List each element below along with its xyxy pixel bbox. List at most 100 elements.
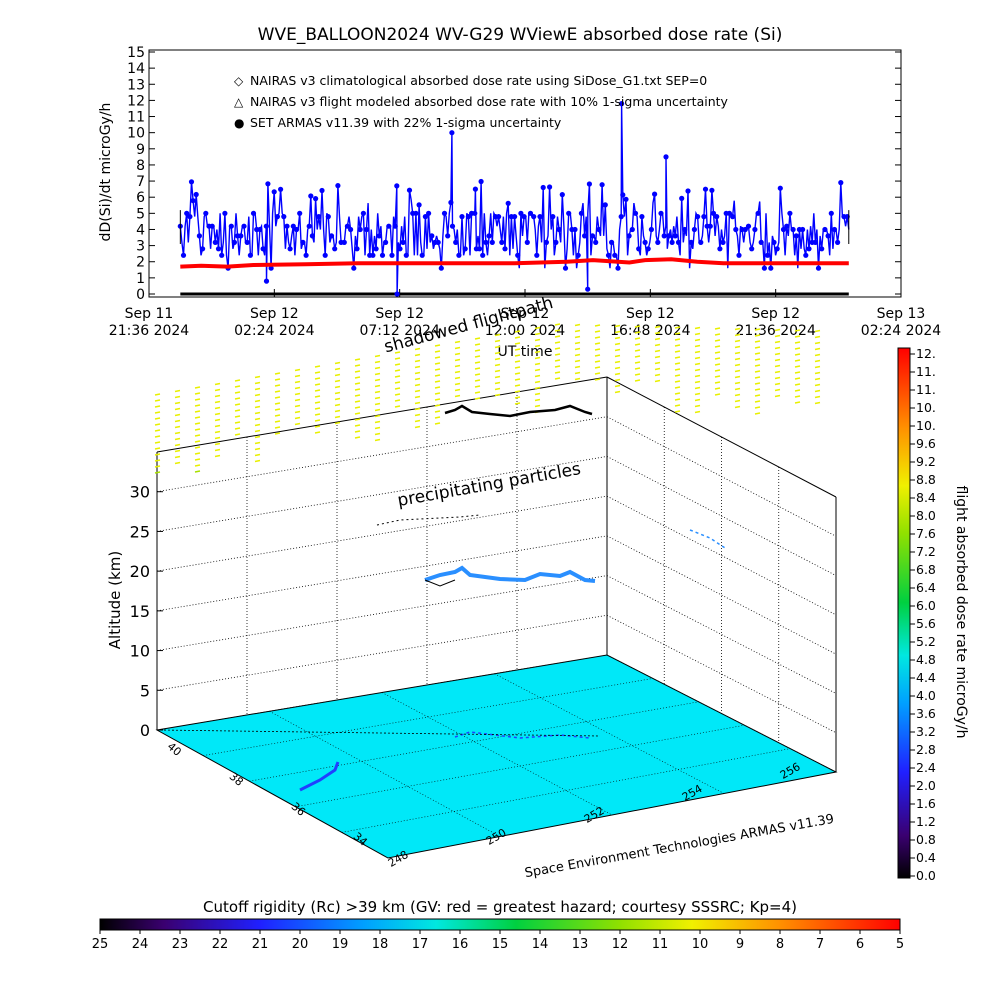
particle-dash — [374, 390, 381, 394]
particle-dash — [454, 394, 461, 398]
particle-dash — [354, 370, 361, 373]
particle-dash — [434, 374, 441, 377]
particle-dash — [674, 368, 681, 371]
bottom-colorbar-tick-label: 8 — [776, 937, 784, 952]
particle-dash — [454, 388, 461, 392]
particle-dash — [254, 381, 261, 385]
particle-dash — [174, 425, 181, 429]
bottom-colorbar-gradient — [99, 918, 901, 931]
particle-dash — [194, 428, 201, 431]
armas-data-point — [559, 192, 565, 198]
particle-dash — [354, 436, 361, 439]
particle-dash — [294, 416, 301, 420]
armas-data-point — [386, 223, 392, 229]
particle-dash — [254, 447, 261, 451]
particle-dash — [414, 359, 421, 363]
particle-dash — [694, 350, 701, 354]
particle-dash — [174, 407, 181, 411]
altitude-tick-label: 15 — [130, 602, 150, 621]
right-colorbar-ticks: 12. 11. 11. 10. 10. 9.6 9.2 8.8 8.4 8.0 7.6 7.2 6.8 6… — [910, 346, 936, 883]
particle-dash — [574, 365, 581, 369]
particle-dash — [754, 388, 761, 391]
particle-dash — [314, 377, 321, 380]
particle-dash — [414, 389, 421, 393]
particle-dash — [674, 326, 681, 329]
x-tick-label-line1: Sep 11 — [125, 306, 174, 322]
armas-data-point — [575, 252, 581, 258]
particle-dash — [274, 384, 281, 387]
particle-dash — [374, 378, 381, 382]
particle-dash — [214, 424, 221, 428]
armas-data-point — [623, 196, 629, 202]
armas-data-point — [453, 239, 459, 245]
particle-dash — [794, 371, 801, 374]
legend-symbol-flight-model: △ — [234, 95, 244, 109]
particle-dash — [154, 399, 161, 402]
floor-ground-track-patch — [454, 731, 591, 739]
particle-dash — [774, 370, 781, 374]
particle-dash — [614, 366, 621, 370]
particle-dash — [174, 437, 181, 441]
bottom-colorbar-tick-label: 16 — [452, 937, 469, 952]
particle-dash — [714, 351, 721, 354]
particle-dash — [154, 393, 161, 396]
armas-data-point — [828, 210, 834, 216]
right-colorbar-tick-label: 5.6 — [916, 616, 936, 631]
right-colorbar-tick-label: 4.0 — [916, 688, 936, 703]
particle-dash — [734, 339, 741, 343]
armas-data-point — [652, 191, 658, 197]
particle-dash — [394, 393, 401, 396]
armas-data-point — [419, 252, 425, 258]
armas-data-point — [247, 252, 253, 258]
right-colorbar-tick-label: 10. — [916, 400, 936, 415]
particle-dash — [174, 413, 181, 417]
armas-data-point — [392, 223, 398, 229]
particle-dash — [274, 402, 281, 405]
particle-dash — [754, 358, 761, 361]
particle-dash — [654, 355, 661, 359]
armas-data-point — [527, 210, 534, 216]
particle-dash — [534, 356, 541, 360]
particle-dash — [294, 422, 301, 426]
particle-dash — [814, 365, 821, 369]
particle-dash — [434, 344, 441, 347]
armas-data-point — [771, 239, 777, 245]
bottom-colorbar-tick-label: 18 — [372, 937, 389, 952]
particle-dash — [414, 377, 421, 381]
armas-data-point — [793, 233, 799, 239]
armas-data-point — [184, 210, 190, 216]
particle-dash — [694, 380, 701, 384]
particle-dash — [254, 405, 261, 409]
legend-symbol-armas: ● — [234, 116, 244, 130]
y-tick-label: 4 — [136, 222, 145, 238]
right-colorbar-tick-label: 9.2 — [916, 454, 936, 469]
floor-grid-line — [249, 701, 699, 782]
particle-dash — [714, 357, 721, 360]
right-colorbar-tick-label: 12. — [916, 346, 936, 361]
particle-dash — [314, 419, 321, 422]
armas-data-point — [476, 246, 483, 252]
bottom-colorbar-tick-label: 25 — [92, 937, 109, 952]
armas-data-point — [524, 239, 530, 245]
armas-data-point — [531, 214, 537, 220]
particle-dash — [394, 357, 401, 360]
particle-dash — [814, 377, 821, 381]
particle-dash — [754, 400, 761, 403]
altitude-tick-label: 30 — [130, 483, 150, 502]
legend-label-armas: SET ARMAS v11.39 with 22% 1-sigma uncert… — [250, 115, 562, 130]
particle-dash — [534, 398, 541, 402]
x-tick-label-line2: 16:48 2024 — [610, 323, 691, 339]
particle-dash — [694, 338, 701, 342]
particle-dash — [194, 422, 201, 425]
particle-dash — [334, 391, 341, 395]
armas-data-point — [363, 226, 370, 233]
particle-dash — [474, 391, 481, 394]
particle-dash — [434, 422, 441, 425]
particle-dash — [794, 335, 801, 338]
armas-data-point — [761, 265, 768, 271]
armas-data-point — [615, 265, 621, 271]
armas-data-point — [322, 252, 328, 258]
x-tick-label-line1: Sep 12 — [751, 306, 800, 322]
particle-dash — [754, 406, 761, 409]
particle-dash — [814, 383, 821, 387]
